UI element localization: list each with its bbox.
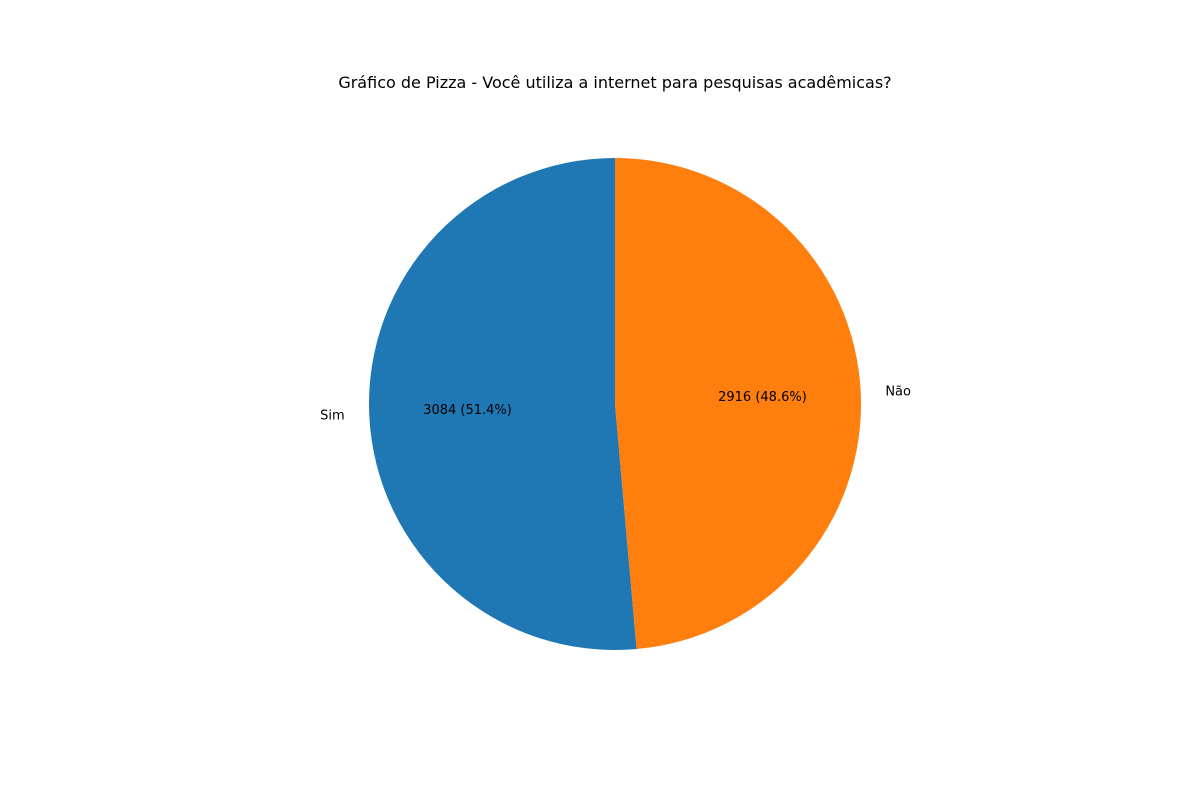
slice-value-nao: 2916 (48.6%) (718, 390, 807, 405)
slice-label-sim: Sim (320, 408, 345, 423)
pie-slice-sim (369, 158, 637, 650)
chart-title: Gráfico de Pizza - Você utiliza a intern… (338, 73, 891, 92)
pie-labels: Sim 3084 (51.4%) Não 2916 (48.6%) (320, 385, 911, 424)
slice-value-sim: 3084 (51.4%) (423, 403, 512, 418)
slice-label-nao: Não (885, 385, 911, 400)
pie-slices (369, 158, 862, 650)
pie-slice-nao (615, 158, 862, 650)
